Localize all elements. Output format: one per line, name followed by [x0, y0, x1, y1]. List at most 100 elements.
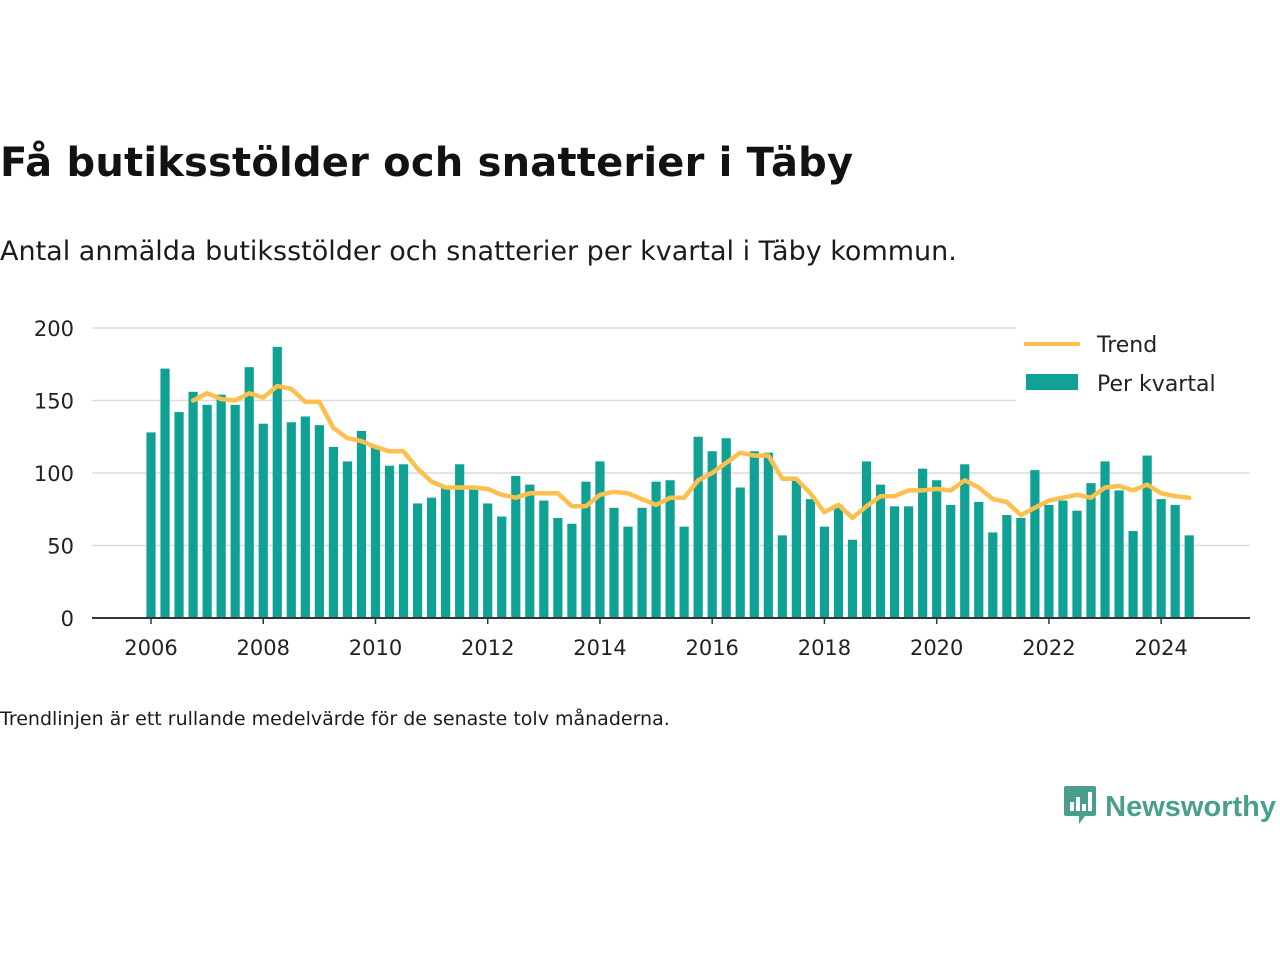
bar: [370, 446, 381, 618]
bar: [1114, 490, 1124, 618]
x-tick-label: 2010: [349, 636, 402, 660]
bar: [609, 507, 619, 618]
bar: [637, 507, 647, 618]
bar: [272, 346, 282, 618]
x-tick-label: 2024: [1134, 636, 1187, 660]
bar: [441, 487, 451, 618]
bar: [1002, 515, 1012, 618]
bar: [511, 475, 521, 618]
bars-group: [146, 346, 1194, 618]
bar: [974, 502, 984, 618]
bar: [1128, 531, 1138, 618]
bar: [553, 517, 563, 618]
bar: [1030, 470, 1040, 618]
bar: [398, 464, 409, 618]
x-tick-label: 2006: [124, 636, 177, 660]
bar: [918, 468, 928, 618]
bar: [174, 412, 184, 618]
y-tick-label: 50: [47, 535, 74, 559]
bar: [988, 532, 998, 618]
bar: [146, 432, 156, 618]
bar: [342, 461, 353, 618]
bar: [216, 394, 226, 618]
bar: [1156, 499, 1166, 618]
bar: [651, 481, 661, 618]
bar: [833, 504, 844, 618]
bar: [412, 503, 423, 618]
bar: [665, 480, 675, 618]
bar: [384, 465, 395, 618]
bar: [286, 422, 296, 618]
bar: [1086, 483, 1096, 618]
bar-line-chart: 0 50 100 150 200 2006 2008 2010 2012 2014 2016 201…: [34, 317, 1252, 660]
bar: [805, 499, 816, 618]
bar: [581, 481, 591, 618]
bar: [356, 430, 367, 618]
trend-line: [190, 383, 1192, 521]
x-tick-label: 2014: [573, 636, 626, 660]
bar: [469, 488, 479, 618]
bar: [693, 436, 703, 618]
bar: [1184, 535, 1194, 618]
bar: [1016, 517, 1026, 618]
bar: [497, 516, 507, 618]
y-tick-label: 0: [61, 607, 74, 631]
bar: [875, 484, 886, 618]
bar: [525, 484, 535, 618]
y-tick-label: 150: [34, 390, 74, 414]
bar: [763, 452, 773, 618]
bar: [455, 464, 465, 618]
bar: [1170, 504, 1180, 618]
legend-trend-label: Trend: [1096, 333, 1157, 358]
bar: [946, 504, 956, 618]
bar: [244, 367, 254, 618]
bar: [1044, 504, 1054, 618]
bar: [623, 526, 633, 618]
bar: [328, 446, 338, 618]
footnote: Trendlinjen är ett rullande medelvärde f…: [0, 708, 670, 730]
bar: [791, 480, 801, 618]
bar: [932, 480, 942, 618]
x-tick-label: 2022: [1022, 636, 1075, 660]
brand-logo: Newsworthy: [1063, 784, 1276, 830]
bar: [230, 404, 240, 618]
bar: [595, 461, 605, 618]
bar: [300, 416, 310, 618]
legend-bars-swatch: [1026, 374, 1078, 390]
bar: [735, 487, 745, 618]
legend-bars-label: Per kvartal: [1097, 372, 1216, 397]
bar: [567, 523, 577, 618]
x-tick-label: 2020: [910, 636, 963, 660]
bar: [188, 391, 198, 618]
bar: [749, 451, 759, 618]
bar: [1058, 500, 1068, 618]
bar: [427, 497, 437, 618]
trend-line-group: [190, 383, 1192, 521]
x-tick-label: 2008: [237, 636, 290, 660]
bar: [819, 526, 830, 618]
bar: [1100, 461, 1110, 618]
bar: [1072, 510, 1082, 618]
y-tick-label: 100: [34, 462, 74, 486]
bar: [539, 500, 549, 618]
bar: [707, 451, 717, 618]
chart-title: Få butiksstölder och snatterier i Täby: [0, 140, 854, 186]
newsworthy-logo-icon: [1063, 784, 1097, 830]
y-tick-label: 200: [34, 317, 74, 341]
bar: [777, 535, 787, 618]
bar: [679, 526, 689, 618]
bar: [861, 461, 872, 618]
bar: [904, 506, 914, 618]
bar: [483, 503, 493, 618]
x-tick-label: 2016: [685, 636, 738, 660]
y-axis-ticks: 0 50 100 150 200: [34, 317, 74, 631]
bar: [258, 423, 268, 618]
bar: [160, 368, 170, 618]
bar: [889, 506, 900, 618]
x-axis: 2006 2008 2010 2012 2014 2016 2018 2020 2022 2024: [92, 617, 1250, 660]
bar: [202, 404, 212, 618]
brand-name: Newsworthy: [1105, 790, 1276, 823]
legend: Trend Per kvartal: [1016, 326, 1252, 402]
x-tick-label: 2012: [461, 636, 514, 660]
chart-subtitle: Antal anmälda butiksstölder och snatteri…: [0, 236, 957, 267]
